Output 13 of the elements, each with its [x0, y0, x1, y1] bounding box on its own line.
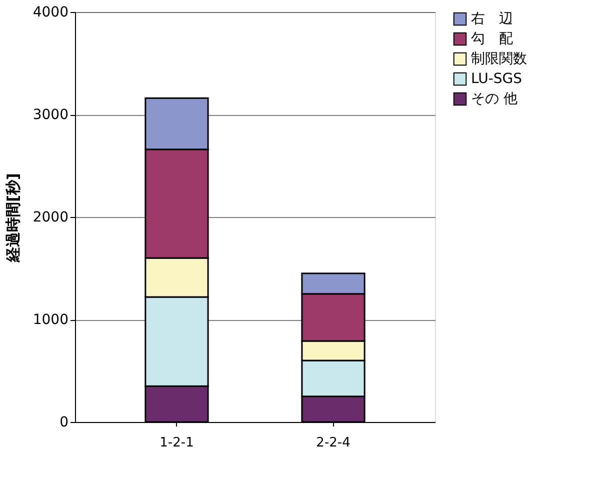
- legend-label: その 他: [471, 91, 518, 107]
- y-tick-label: 4000: [32, 4, 68, 20]
- y-axis-title: 経過時間[秒]: [4, 173, 22, 263]
- y-tick-label: 0: [60, 414, 68, 430]
- y-tick-label: 1000: [32, 312, 68, 328]
- legend-label: 右 辺: [471, 11, 513, 27]
- x-tick-label: 1-2-1: [160, 436, 194, 450]
- y-tick-label: 2000: [32, 210, 68, 226]
- legend-label: 勾 配: [471, 31, 513, 47]
- x-tick-label: 2-2-4: [316, 436, 350, 450]
- y-tick-label: 3000: [32, 107, 68, 123]
- legend-label: LU-SGS: [471, 71, 522, 87]
- legend-label: 制限関数: [471, 51, 527, 67]
